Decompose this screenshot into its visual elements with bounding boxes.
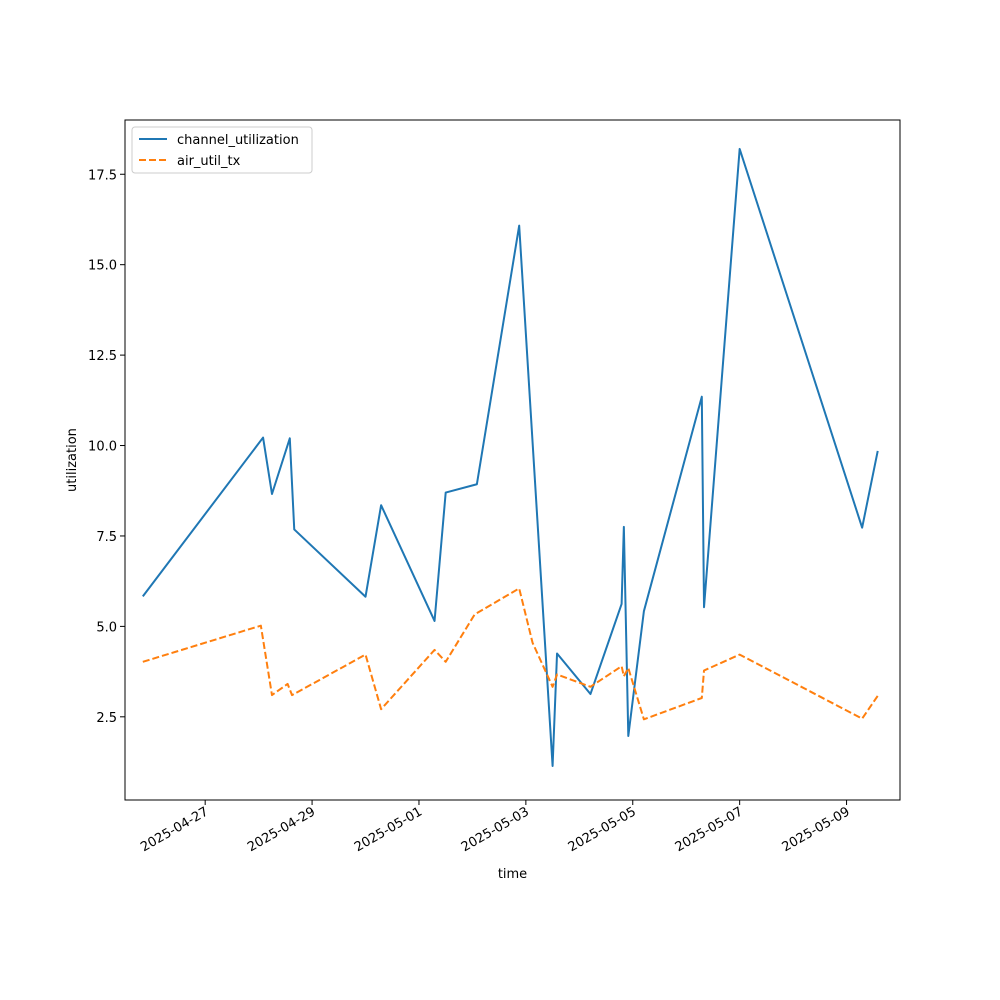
series-line-channel-utilization [142,147,879,767]
legend-box [131,126,313,174]
y-tick-label: 10.0 [88,440,117,455]
y-axis: 2.5 5.0 7.5 10.0 12.5 15.0 17.5 [88,168,125,726]
axes-frame [124,119,901,801]
legend-entry-label: air_util_tx [177,154,241,169]
y-tick-label: 5.0 [96,620,117,635]
y-axis-label: utilization [65,428,80,492]
plot-area [142,147,879,767]
y-tick-label: 15.0 [88,259,117,274]
y-tick-label: 2.5 [96,711,117,726]
y-tick-label: 12.5 [88,349,117,364]
y-tick-label: 7.5 [96,530,117,545]
x-axis-label: time [498,867,527,882]
legend: channel_utilization air_util_tx [131,126,313,174]
legend-entry-label: channel_utilization [177,133,299,148]
y-tick-label: 17.5 [88,168,117,183]
series-line-air-util-tx [142,587,879,721]
